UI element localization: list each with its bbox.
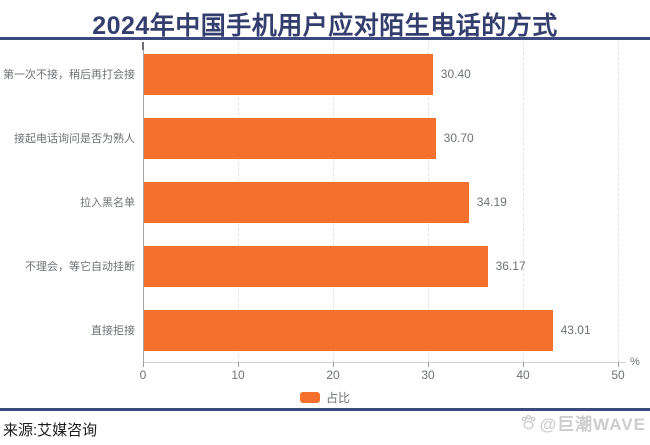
x-axis-tick-30 bbox=[428, 362, 429, 367]
x-axis-tick-0 bbox=[143, 362, 144, 367]
category-label: 第一次不接，稍后再打会接 bbox=[3, 69, 135, 81]
x-axis-tick-40 bbox=[523, 362, 524, 367]
value-label: 30.70 bbox=[443, 131, 474, 145]
legend-label: 占比 bbox=[325, 390, 350, 405]
x-axis-unit-label: % bbox=[630, 356, 640, 368]
source-label: 来源:艾媒咨询 bbox=[3, 422, 98, 439]
watermark: @巨潮WAVE bbox=[519, 410, 646, 435]
category-label: 不理会，等它自动挂断 bbox=[25, 261, 135, 273]
x-tick-label-30: 30 bbox=[421, 368, 435, 382]
y-axis-line bbox=[143, 42, 144, 362]
value-label: 36.17 bbox=[495, 259, 526, 273]
x-tick-label-10: 10 bbox=[231, 368, 245, 382]
x-tick-label-50: 50 bbox=[611, 368, 625, 382]
gridline-40 bbox=[523, 42, 524, 362]
watermark-text: @巨潮WAVE bbox=[539, 415, 646, 434]
x-tick-label-20: 20 bbox=[326, 368, 340, 382]
bar-4[interactable] bbox=[144, 245, 488, 287]
x-axis-tick-20 bbox=[333, 362, 334, 367]
bottom-rule bbox=[0, 408, 650, 411]
bar-3[interactable] bbox=[144, 181, 469, 223]
value-label: 43.01 bbox=[560, 323, 591, 337]
legend-swatch bbox=[299, 391, 320, 403]
y-axis-tick bbox=[142, 42, 144, 50]
legend-item[interactable]: 占比 bbox=[0, 389, 650, 405]
x-tick-label-0: 0 bbox=[139, 368, 147, 382]
bar-chart-plot-area: % 0 10 20 30 40 50 第一次不接，稍后再打会接 30.40 接起电话询问是否为熟… bbox=[3, 42, 640, 382]
category-label: 拉入黑名单 bbox=[80, 197, 135, 209]
top-rule bbox=[0, 37, 650, 40]
bar-2[interactable] bbox=[144, 117, 436, 159]
value-label: 34.19 bbox=[476, 195, 507, 209]
x-tick-label-40: 40 bbox=[516, 368, 530, 382]
bar-1[interactable] bbox=[144, 53, 433, 95]
x-axis-line bbox=[143, 362, 626, 363]
value-label: 30.40 bbox=[440, 67, 471, 81]
x-axis-tick-10 bbox=[238, 362, 239, 367]
paw-icon bbox=[519, 413, 538, 432]
x-axis-tick-50 bbox=[618, 362, 619, 367]
bar-5[interactable] bbox=[144, 309, 553, 351]
chart-title: 2024年中国手机用户应对陌生电话的方式 bbox=[92, 12, 558, 40]
category-label: 接起电话询问是否为熟人 bbox=[14, 133, 135, 145]
category-label: 直接拒接 bbox=[91, 325, 135, 337]
gridline-50 bbox=[618, 42, 619, 362]
